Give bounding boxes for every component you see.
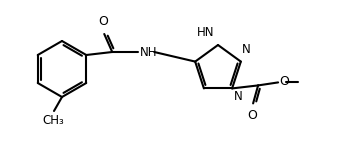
- Text: CH₃: CH₃: [42, 114, 64, 127]
- Text: O: O: [279, 75, 289, 88]
- Text: HN: HN: [196, 26, 214, 39]
- Text: NH: NH: [140, 47, 158, 60]
- Text: N: N: [242, 43, 251, 56]
- Text: O: O: [247, 109, 257, 122]
- Text: O: O: [98, 15, 108, 28]
- Text: N: N: [234, 90, 243, 103]
